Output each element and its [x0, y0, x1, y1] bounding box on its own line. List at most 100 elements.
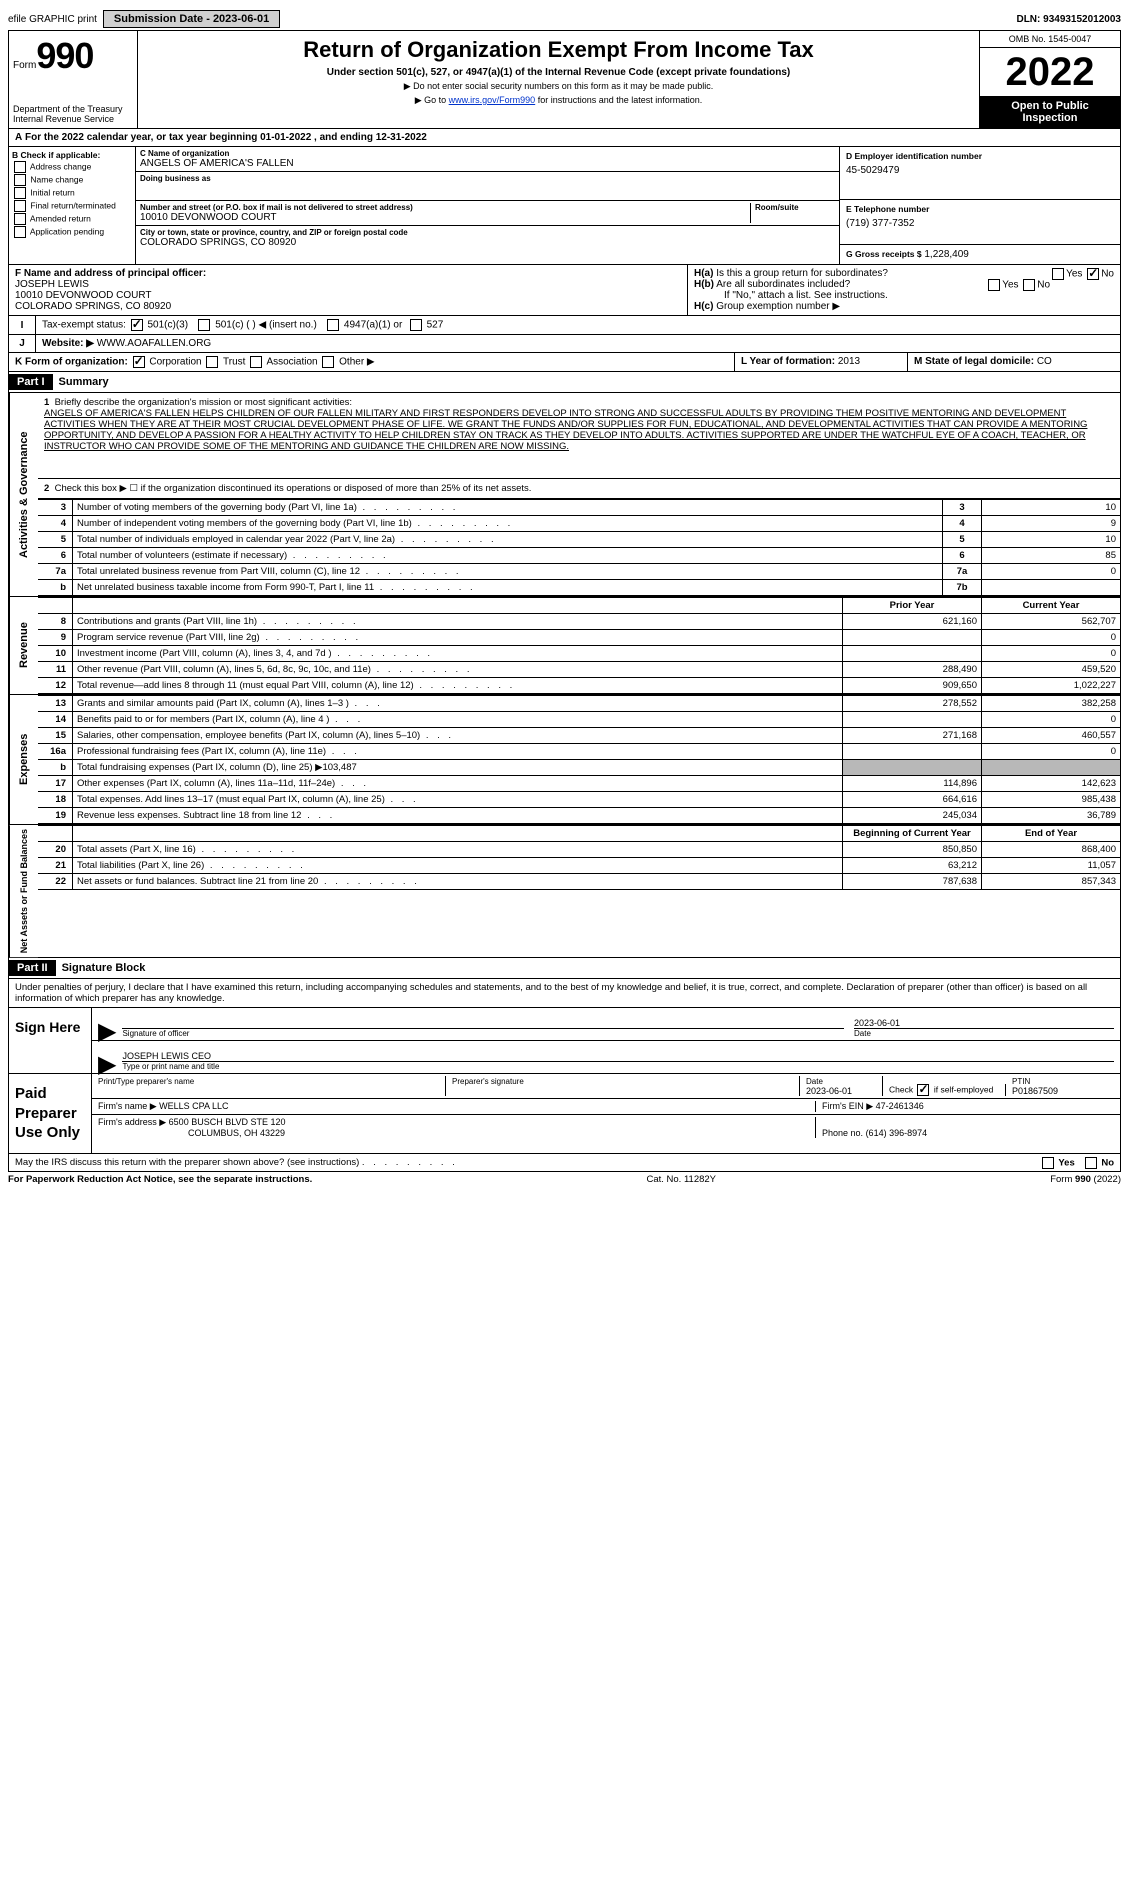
section-d-e-g: D Employer identification number 45-5029… — [839, 147, 1120, 264]
table-row: 15Salaries, other compensation, employee… — [38, 728, 1120, 744]
dln-label: DLN: 93493152012003 — [1016, 14, 1121, 25]
governance-table: 3Number of voting members of the governi… — [38, 499, 1120, 596]
ha-no-checkbox[interactable] — [1087, 268, 1099, 280]
net-assets-section: Net Assets or Fund Balances Beginning of… — [8, 825, 1121, 958]
netassets-table: Beginning of Current YearEnd of Year 20T… — [38, 825, 1120, 890]
table-row: 18Total expenses. Add lines 13–17 (must … — [38, 792, 1120, 808]
association-checkbox[interactable] — [250, 356, 262, 368]
table-row: 7aTotal unrelated business revenue from … — [38, 564, 1120, 580]
sig-arrow-icon: ▶ — [98, 1059, 116, 1071]
section-b-checkboxes: B Check if applicable: Address change Na… — [9, 147, 136, 264]
section-c: C Name of organization ANGELS OF AMERICA… — [136, 147, 839, 264]
officer-signature-name: JOSEPH LEWIS CEO — [122, 1051, 1114, 1061]
section-a-tax-year: A For the 2022 calendar year, or tax yea… — [8, 129, 1121, 147]
table-row: 6Total number of volunteers (estimate if… — [38, 548, 1120, 564]
other-checkbox[interactable] — [322, 356, 334, 368]
hb-no-checkbox[interactable] — [1023, 279, 1035, 291]
table-row: 19Revenue less expenses. Subtract line 1… — [38, 808, 1120, 824]
ptin: P01867509 — [1012, 1086, 1058, 1096]
table-row: 5Total number of individuals employed in… — [38, 532, 1120, 548]
table-row: 4Number of independent voting members of… — [38, 516, 1120, 532]
telephone: (719) 377-7352 — [846, 218, 1114, 229]
table-row: 3Number of voting members of the governi… — [38, 500, 1120, 516]
instructions-link-line: Go to www.irs.gov/Form990 for instructio… — [148, 95, 969, 106]
name-change-checkbox[interactable] — [14, 174, 26, 186]
sign-here-block: Sign Here ▶ Signature of officer 2023-06… — [8, 1008, 1121, 1074]
irs-link[interactable]: www.irs.gov/Form990 — [449, 95, 536, 105]
omb-number: OMB No. 1545-0047 — [980, 31, 1120, 48]
table-row: 20Total assets (Part X, line 16)850,8508… — [38, 842, 1120, 858]
discuss-yes-checkbox[interactable] — [1042, 1157, 1054, 1169]
form-header: Form 990 Department of the Treasury Inte… — [8, 30, 1121, 129]
open-to-public: Open to Public Inspection — [980, 96, 1120, 128]
table-row: 21Total liabilities (Part X, line 26)63,… — [38, 858, 1120, 874]
table-row: 8Contributions and grants (Part VIII, li… — [38, 614, 1120, 630]
ein: 45-5029479 — [846, 165, 1114, 176]
527-checkbox[interactable] — [410, 319, 422, 331]
hb-yes-checkbox[interactable] — [988, 279, 1000, 291]
discuss-line: May the IRS discuss this return with the… — [8, 1154, 1121, 1172]
efile-label: efile GRAPHIC print — [8, 14, 97, 25]
table-row: 22Net assets or fund balances. Subtract … — [38, 874, 1120, 890]
table-row: 17Other expenses (Part IX, column (A), l… — [38, 776, 1120, 792]
discuss-no-checkbox[interactable] — [1085, 1157, 1097, 1169]
tax-year: 2022 — [980, 48, 1120, 96]
form-footer: Form 990 (2022) — [1050, 1174, 1121, 1185]
trust-checkbox[interactable] — [206, 356, 218, 368]
year-formation: 2013 — [838, 356, 860, 367]
table-row: 13Grants and similar amounts paid (Part … — [38, 696, 1120, 712]
penalties-statement: Under penalties of perjury, I declare th… — [8, 979, 1121, 1008]
501c3-checkbox[interactable] — [131, 319, 143, 331]
street-address: 10010 DEVONWOOD COURT — [140, 212, 750, 223]
gross-receipts: 1,228,409 — [924, 249, 969, 260]
form-subtitle: Under section 501(c), 527, or 4947(a)(1)… — [148, 67, 969, 78]
self-employed-checkbox[interactable] — [917, 1084, 929, 1096]
city-state-zip: COLORADO SPRINGS, CO 80920 — [140, 237, 835, 248]
firm-ein: 47-2461346 — [876, 1101, 924, 1111]
expenses-section: Expenses 13Grants and similar amounts pa… — [8, 695, 1121, 825]
firm-name: WELLS CPA LLC — [159, 1101, 228, 1111]
state-domicile: CO — [1037, 356, 1052, 367]
activities-governance: Activities & Governance 1 Briefly descri… — [8, 393, 1121, 597]
amended-return-checkbox[interactable] — [14, 213, 26, 225]
submission-date-button[interactable]: Submission Date - 2023-06-01 — [103, 10, 280, 28]
application-pending-checkbox[interactable] — [14, 226, 26, 238]
officer-name: JOSEPH LEWIS — [15, 279, 681, 290]
sig-arrow-icon: ▶ — [98, 1026, 116, 1038]
part-1-bar: Part I Summary — [8, 372, 1121, 393]
ha-yes-checkbox[interactable] — [1052, 268, 1064, 280]
table-row: 10Investment income (Part VIII, column (… — [38, 646, 1120, 662]
ssn-warning: Do not enter social security numbers on … — [148, 81, 969, 92]
table-row: bNet unrelated business taxable income f… — [38, 580, 1120, 596]
revenue-table: Prior YearCurrent Year 8Contributions an… — [38, 597, 1120, 694]
section-k-l-m: K Form of organization: Corporation Trus… — [8, 353, 1121, 372]
section-i: I Tax-exempt status: 501(c)(3) 501(c) ( … — [8, 316, 1121, 335]
form-title: Return of Organization Exempt From Incom… — [148, 37, 969, 63]
website: WWW.AOAFALLEN.ORG — [97, 338, 211, 349]
address-change-checkbox[interactable] — [14, 161, 26, 173]
table-row: 16aProfessional fundraising fees (Part I… — [38, 744, 1120, 760]
dept-label: Department of the Treasury Internal Reve… — [13, 104, 133, 124]
form-990-logo: Form 990 — [13, 35, 133, 77]
firm-address: 6500 BUSCH BLVD STE 120 — [169, 1117, 286, 1127]
501c-other-checkbox[interactable] — [198, 319, 210, 331]
table-row: 14Benefits paid to or for members (Part … — [38, 712, 1120, 728]
corporation-checkbox[interactable] — [133, 356, 145, 368]
revenue-section: Revenue Prior YearCurrent Year 8Contribu… — [8, 597, 1121, 695]
table-row: 9Program service revenue (Part VIII, lin… — [38, 630, 1120, 646]
paid-preparer-block: Paid Preparer Use Only Print/Type prepar… — [8, 1074, 1121, 1154]
mission-text: ANGELS OF AMERICA'S FALLEN HELPS CHILDRE… — [44, 408, 1087, 452]
firm-phone: (614) 396-8974 — [866, 1128, 928, 1138]
final-return-checkbox[interactable] — [14, 200, 26, 212]
top-bar: efile GRAPHIC print Submission Date - 20… — [8, 8, 1121, 30]
section-f-h: F Name and address of principal officer:… — [8, 265, 1121, 316]
table-row: 12Total revenue—add lines 8 through 11 (… — [38, 678, 1120, 694]
section-j: J Website: ▶ WWW.AOAFALLEN.ORG — [8, 335, 1121, 353]
entity-block: B Check if applicable: Address change Na… — [8, 147, 1121, 265]
org-name: ANGELS OF AMERICA'S FALLEN — [140, 158, 835, 169]
footer: For Paperwork Reduction Act Notice, see … — [8, 1172, 1121, 1187]
initial-return-checkbox[interactable] — [14, 187, 26, 199]
table-row: bTotal fundraising expenses (Part IX, co… — [38, 760, 1120, 776]
expenses-table: 13Grants and similar amounts paid (Part … — [38, 695, 1120, 824]
4947-checkbox[interactable] — [327, 319, 339, 331]
